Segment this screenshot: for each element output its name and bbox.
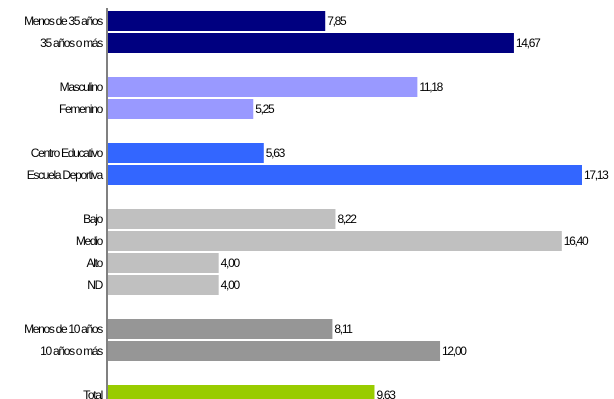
category-label: Total [83, 388, 102, 399]
bar [108, 385, 375, 399]
category-label: Menos de 10 años [24, 322, 103, 336]
value-label: 9,63 [376, 388, 396, 399]
category-label: Masculino [60, 80, 104, 94]
category-label: Centro Educativo [31, 146, 104, 160]
category-label: 35 años o más [40, 36, 103, 50]
value-label: 8,11 [334, 322, 353, 336]
value-label: 5,25 [255, 102, 275, 116]
bar [108, 77, 418, 97]
bar [108, 143, 264, 163]
bar [108, 165, 582, 185]
bar [108, 319, 333, 339]
value-label: 8,22 [337, 212, 357, 226]
bar [108, 11, 326, 31]
value-label: 16,40 [564, 234, 589, 248]
value-label: 7,85 [327, 14, 347, 28]
bar [108, 231, 562, 251]
value-label: 5,63 [266, 146, 286, 160]
category-label: Menos de 35 años [24, 14, 103, 28]
category-label: Escuela Deportiva [27, 168, 104, 182]
category-label: 10 años o más [40, 344, 103, 358]
bar [108, 99, 254, 119]
bar [108, 341, 441, 361]
category-label: Medio [76, 234, 104, 248]
category-label: Bajo [83, 212, 103, 226]
value-label: 17,13 [584, 168, 609, 182]
value-label: 4,00 [221, 256, 241, 270]
category-label: ND [87, 278, 103, 292]
value-label: 4,00 [221, 278, 241, 292]
bar [108, 209, 336, 229]
category-label: Femenino [59, 102, 104, 116]
value-label: 14,67 [516, 36, 541, 50]
bar [108, 253, 219, 273]
value-label: 11,18 [419, 80, 443, 94]
category-label: Alto [87, 256, 104, 270]
value-label: 12,00 [442, 344, 467, 358]
bar [108, 33, 514, 53]
bar [108, 275, 219, 295]
